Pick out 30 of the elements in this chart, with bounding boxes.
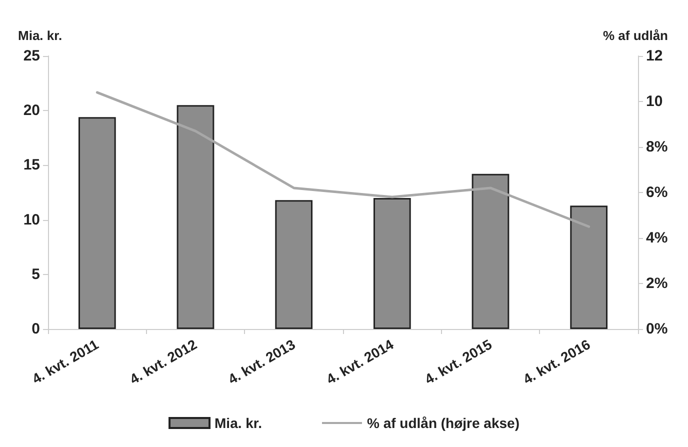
bar: [275, 200, 313, 329]
legend-label: Mia. kr.: [214, 415, 262, 431]
y2-tick-label: 12: [646, 48, 663, 64]
x-tick-label: 4. kvt. 2012: [126, 336, 200, 388]
bar: [373, 198, 411, 329]
y2-tick-label: 6%: [646, 184, 668, 201]
y2-axis-title: % af udlån: [602, 28, 668, 43]
bar: [472, 174, 510, 329]
x-tick-label: 4. kvt. 2014: [324, 336, 396, 388]
x-tick-label: 4. kvt. 2013: [225, 336, 298, 388]
y-tick-label: 10: [23, 211, 40, 228]
y2-tick-label: 4%: [646, 230, 668, 246]
x-tick-label: 4. kvt. 2011: [29, 336, 102, 387]
x-tick-label: 4. kvt. 2015: [422, 336, 495, 388]
y-tick-label: 15: [23, 156, 40, 174]
y2-tick-label: 10: [646, 93, 663, 110]
bar: [570, 206, 608, 329]
bar: [176, 105, 214, 329]
y-tick-label: 0: [32, 320, 40, 338]
y-tick-label: 20: [23, 102, 40, 120]
y2-tick-label: 8%: [646, 138, 668, 156]
y-tick-label: 5: [32, 266, 40, 283]
y-axis-title: Mia. kr.: [18, 28, 62, 43]
legend-label: % af udlån (højre akse): [366, 415, 520, 431]
y2-tick-label: 2%: [646, 275, 668, 292]
x-tick-label: 4. kvt. 2016: [520, 336, 594, 388]
line-series: [96, 91, 590, 228]
bar: [78, 117, 116, 329]
y2-tick-label: 0%: [646, 320, 668, 338]
y-tick-label: 25: [23, 48, 40, 64]
